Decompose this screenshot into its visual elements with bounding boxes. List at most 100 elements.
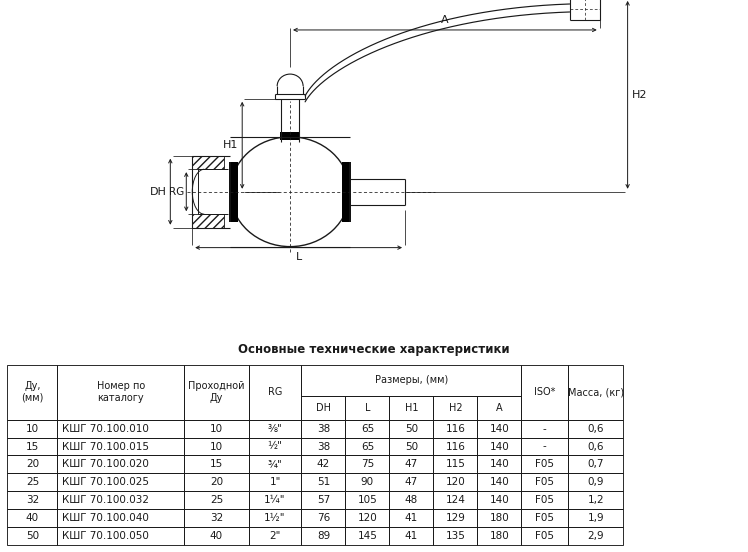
Text: H1: H1 — [223, 140, 238, 150]
Text: 10: 10 — [26, 423, 39, 434]
Bar — [390, 474, 433, 491]
Bar — [390, 509, 433, 527]
Bar — [433, 438, 477, 455]
Text: L: L — [365, 403, 370, 413]
Text: 129: 129 — [445, 513, 465, 523]
Bar — [7, 474, 58, 491]
Bar — [433, 527, 477, 545]
Text: 41: 41 — [405, 531, 418, 541]
Text: A: A — [441, 15, 449, 25]
Text: Размеры, (мм): Размеры, (мм) — [375, 375, 448, 385]
Text: 50: 50 — [405, 423, 418, 434]
Text: 120: 120 — [358, 513, 377, 523]
Text: 25: 25 — [25, 477, 39, 487]
Bar — [58, 438, 184, 455]
Text: 140: 140 — [489, 495, 509, 505]
Text: 115: 115 — [445, 459, 465, 469]
Bar — [301, 438, 346, 455]
Bar — [248, 474, 301, 491]
Bar — [477, 527, 521, 545]
Text: 38: 38 — [317, 423, 330, 434]
Text: F05: F05 — [536, 459, 554, 469]
Bar — [301, 474, 346, 491]
Bar — [184, 365, 248, 420]
Text: 124: 124 — [445, 495, 465, 505]
Text: 32: 32 — [209, 513, 223, 523]
Text: H2: H2 — [631, 90, 647, 100]
Text: H2: H2 — [449, 403, 462, 413]
Text: H1: H1 — [405, 403, 418, 413]
Bar — [433, 509, 477, 527]
Bar — [568, 438, 623, 455]
Bar — [184, 420, 248, 438]
Bar — [568, 474, 623, 491]
Bar — [568, 455, 623, 474]
Text: -: - — [543, 442, 547, 452]
Bar — [7, 455, 58, 474]
Text: Ду,
(мм): Ду, (мм) — [21, 381, 43, 403]
Bar — [433, 491, 477, 509]
Bar — [301, 509, 346, 527]
Bar — [390, 527, 433, 545]
Bar — [477, 420, 521, 438]
Bar — [7, 365, 58, 420]
Text: 1,2: 1,2 — [587, 495, 604, 505]
Text: 75: 75 — [361, 459, 374, 469]
Bar — [301, 491, 346, 509]
Bar — [7, 491, 58, 509]
Bar — [184, 438, 248, 455]
Text: КШГ 70.100.020: КШГ 70.100.020 — [63, 459, 150, 469]
Text: A: A — [496, 403, 503, 413]
Bar — [346, 438, 390, 455]
Text: 40: 40 — [26, 513, 39, 523]
Bar — [58, 509, 184, 527]
Bar — [184, 455, 248, 474]
Text: 116: 116 — [445, 423, 465, 434]
Bar — [521, 491, 568, 509]
Text: 1½": 1½" — [264, 513, 286, 523]
Text: 65: 65 — [361, 423, 374, 434]
Text: -: - — [543, 423, 547, 434]
Bar — [248, 365, 301, 420]
Text: 42: 42 — [317, 459, 330, 469]
Bar — [301, 396, 346, 420]
Text: DH: DH — [150, 187, 166, 197]
Bar — [521, 365, 568, 420]
Text: 135: 135 — [445, 531, 465, 541]
Bar — [477, 474, 521, 491]
Bar — [433, 474, 477, 491]
Bar — [521, 474, 568, 491]
Bar — [58, 455, 184, 474]
Bar — [568, 491, 623, 509]
Text: 1,9: 1,9 — [587, 513, 604, 523]
Text: 2": 2" — [269, 531, 280, 541]
Bar — [248, 455, 301, 474]
Bar — [184, 509, 248, 527]
Text: 51: 51 — [317, 477, 330, 487]
Text: 15: 15 — [25, 442, 39, 452]
Bar — [390, 396, 433, 420]
Text: КШГ 70.100.010: КШГ 70.100.010 — [63, 423, 150, 434]
Bar — [433, 396, 477, 420]
Text: DH: DH — [316, 403, 331, 413]
Bar — [7, 438, 58, 455]
Text: ½": ½" — [268, 442, 283, 452]
Text: 105: 105 — [358, 495, 377, 505]
Bar — [301, 455, 346, 474]
Bar — [346, 509, 390, 527]
Bar — [7, 420, 58, 438]
Text: 90: 90 — [361, 477, 374, 487]
Bar — [301, 420, 346, 438]
Bar — [192, 156, 224, 169]
Text: 0,6: 0,6 — [587, 423, 604, 434]
Text: 10: 10 — [210, 423, 223, 434]
Bar — [477, 509, 521, 527]
Bar — [568, 527, 623, 545]
Bar — [568, 420, 623, 438]
Bar — [477, 455, 521, 474]
Text: 140: 140 — [489, 423, 509, 434]
Text: 0,6: 0,6 — [587, 442, 604, 452]
Bar — [7, 509, 58, 527]
Text: 32: 32 — [25, 495, 39, 505]
Text: 40: 40 — [210, 531, 223, 541]
